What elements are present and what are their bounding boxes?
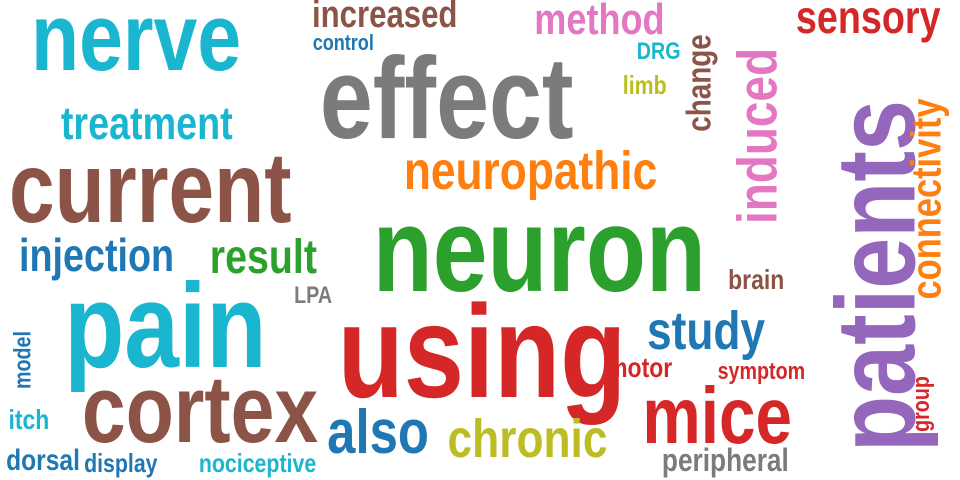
word-DRG: DRG xyxy=(636,38,681,65)
word-neuron: neuron xyxy=(372,183,707,317)
word-effect: effect xyxy=(319,33,574,163)
word-nerve: nerve xyxy=(31,0,242,91)
word-symptom: symptom xyxy=(717,358,806,385)
word-mice: mice xyxy=(642,371,792,460)
word-nociceptive: nociceptive xyxy=(198,448,317,478)
word-neuropathic: neuropathic xyxy=(403,141,658,201)
word-dorsal: dorsal xyxy=(6,444,80,477)
word-current: current xyxy=(9,132,292,244)
word-sensory: sensory xyxy=(795,0,941,43)
word-display: display xyxy=(84,448,158,478)
word-change: change xyxy=(680,34,719,132)
word-using: using xyxy=(337,278,627,425)
word-treatment: treatment xyxy=(60,97,233,149)
word-injection: injection xyxy=(19,229,175,281)
word-cortex: cortex xyxy=(81,356,319,463)
word-study: study xyxy=(646,301,766,361)
word-chronic: chronic xyxy=(447,409,608,469)
word-brain: brain xyxy=(728,264,785,295)
word-connectivity: connectivity xyxy=(902,98,950,300)
word-limb: limb xyxy=(622,70,667,100)
word-LPA: LPA xyxy=(294,282,333,309)
word-model: model xyxy=(9,331,37,389)
word-induced: induced xyxy=(725,47,789,225)
word-increased: increased xyxy=(311,0,458,36)
word-itch: itch xyxy=(8,404,50,435)
word-result: result xyxy=(209,231,317,284)
word-group: group xyxy=(907,376,935,432)
word-pain: pain xyxy=(64,259,267,393)
word-method: method xyxy=(534,0,665,44)
word-motor: motor xyxy=(607,352,673,383)
word-control: control xyxy=(312,30,374,55)
word-peripheral: peripheral xyxy=(661,442,789,478)
word-also: also xyxy=(327,398,429,467)
